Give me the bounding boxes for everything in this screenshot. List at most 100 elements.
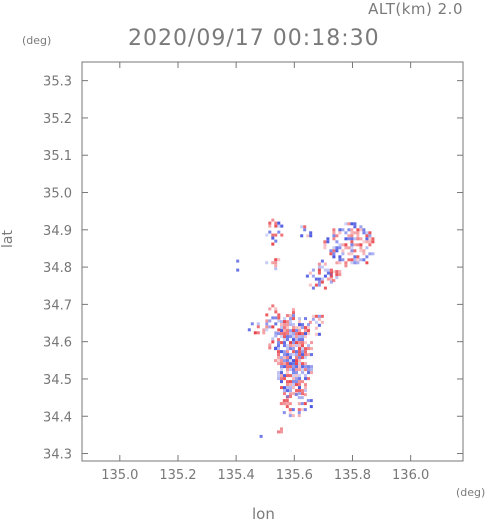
data-cell (304, 374, 307, 378)
y-tick-label: 34.3 (43, 448, 72, 463)
data-cell (292, 341, 295, 345)
data-cell (362, 228, 366, 232)
data-cell (356, 228, 360, 232)
data-cell (298, 332, 301, 336)
data-cell (283, 320, 286, 324)
data-cell (297, 414, 301, 418)
data-cell (338, 228, 342, 232)
data-cell (303, 225, 307, 229)
data-cell (298, 380, 301, 384)
data-cell (338, 243, 342, 247)
data-cell (277, 344, 280, 348)
data-cell (277, 356, 280, 360)
data-cell (274, 316, 278, 320)
data-cell (271, 316, 275, 320)
data-cell (286, 380, 289, 384)
data-cell (298, 359, 301, 363)
data-cell (286, 389, 289, 393)
data-cell (335, 273, 339, 277)
data-cell (353, 255, 357, 259)
data-cell (365, 237, 369, 241)
data-cell (311, 317, 315, 321)
data-cell (338, 258, 342, 262)
data-cell (280, 350, 283, 354)
data-cell (277, 350, 280, 354)
data-cell (292, 314, 295, 318)
data-cell (350, 228, 354, 232)
data-cell (283, 359, 286, 363)
chart-title: 2020/09/17 00:18:30 (128, 26, 380, 51)
data-cell (291, 408, 295, 412)
data-cell (295, 356, 298, 360)
plot-frame (81, 61, 464, 462)
data-cell (371, 237, 375, 241)
data-cell (292, 311, 295, 315)
y-tick-label: 34.5 (43, 373, 72, 388)
y-tick-label: 34.4 (43, 410, 72, 425)
data-cell (307, 371, 310, 375)
data-cell (301, 344, 304, 348)
data-cell (359, 258, 363, 262)
data-cell (317, 265, 321, 269)
data-cell (271, 337, 275, 341)
data-cell (365, 231, 369, 235)
data-cell (286, 350, 289, 354)
data-cell (326, 268, 330, 272)
data-cell (274, 264, 278, 268)
data-cell (277, 377, 280, 381)
data-cell (280, 326, 283, 330)
data-cell (289, 320, 292, 324)
data-cell (292, 326, 295, 330)
data-cell (279, 402, 283, 406)
data-cell (286, 314, 289, 318)
data-cell (289, 374, 292, 378)
data-cell (301, 335, 304, 339)
data-cell (295, 341, 298, 345)
data-cell (335, 261, 339, 265)
data-cell (320, 280, 324, 284)
data-cell (332, 231, 336, 235)
data-cell (304, 326, 307, 330)
data-cell (265, 261, 269, 265)
data-cell (298, 374, 301, 378)
data-cell (274, 346, 278, 350)
data-cell (304, 389, 307, 393)
data-cell (292, 380, 295, 384)
data-cell (268, 319, 272, 323)
data-cell (304, 335, 307, 339)
data-cell (282, 399, 286, 403)
data-cell (359, 225, 363, 229)
data-cell (317, 332, 321, 336)
data-cell (292, 317, 295, 321)
data-cell (323, 240, 327, 244)
data-cell (286, 359, 289, 363)
data-cell (271, 340, 275, 344)
data-cell (292, 365, 295, 369)
data-cell (298, 362, 301, 366)
data-cell (283, 317, 286, 321)
data-cell (274, 221, 278, 225)
data-cell (286, 329, 289, 333)
data-cell (347, 246, 351, 250)
data-cell (356, 243, 360, 247)
data-cell (265, 322, 269, 326)
data-cell (350, 231, 354, 235)
data-cell (304, 362, 307, 366)
data-cell (277, 341, 280, 345)
data-cell (286, 353, 289, 357)
data-cell (356, 255, 360, 259)
data-cell (323, 274, 327, 278)
data-cell (289, 323, 292, 327)
data-cell (283, 362, 286, 366)
data-cell (317, 271, 321, 275)
data-cell (286, 362, 289, 366)
y-tick-label: 34.8 (43, 261, 72, 276)
data-cell (295, 329, 298, 333)
data-cell (314, 326, 318, 330)
data-cell (282, 411, 286, 415)
data-cell (286, 326, 289, 330)
data-cell (301, 347, 304, 351)
data-cell (362, 252, 366, 256)
data-cell (298, 383, 301, 387)
data-cell (310, 371, 313, 375)
